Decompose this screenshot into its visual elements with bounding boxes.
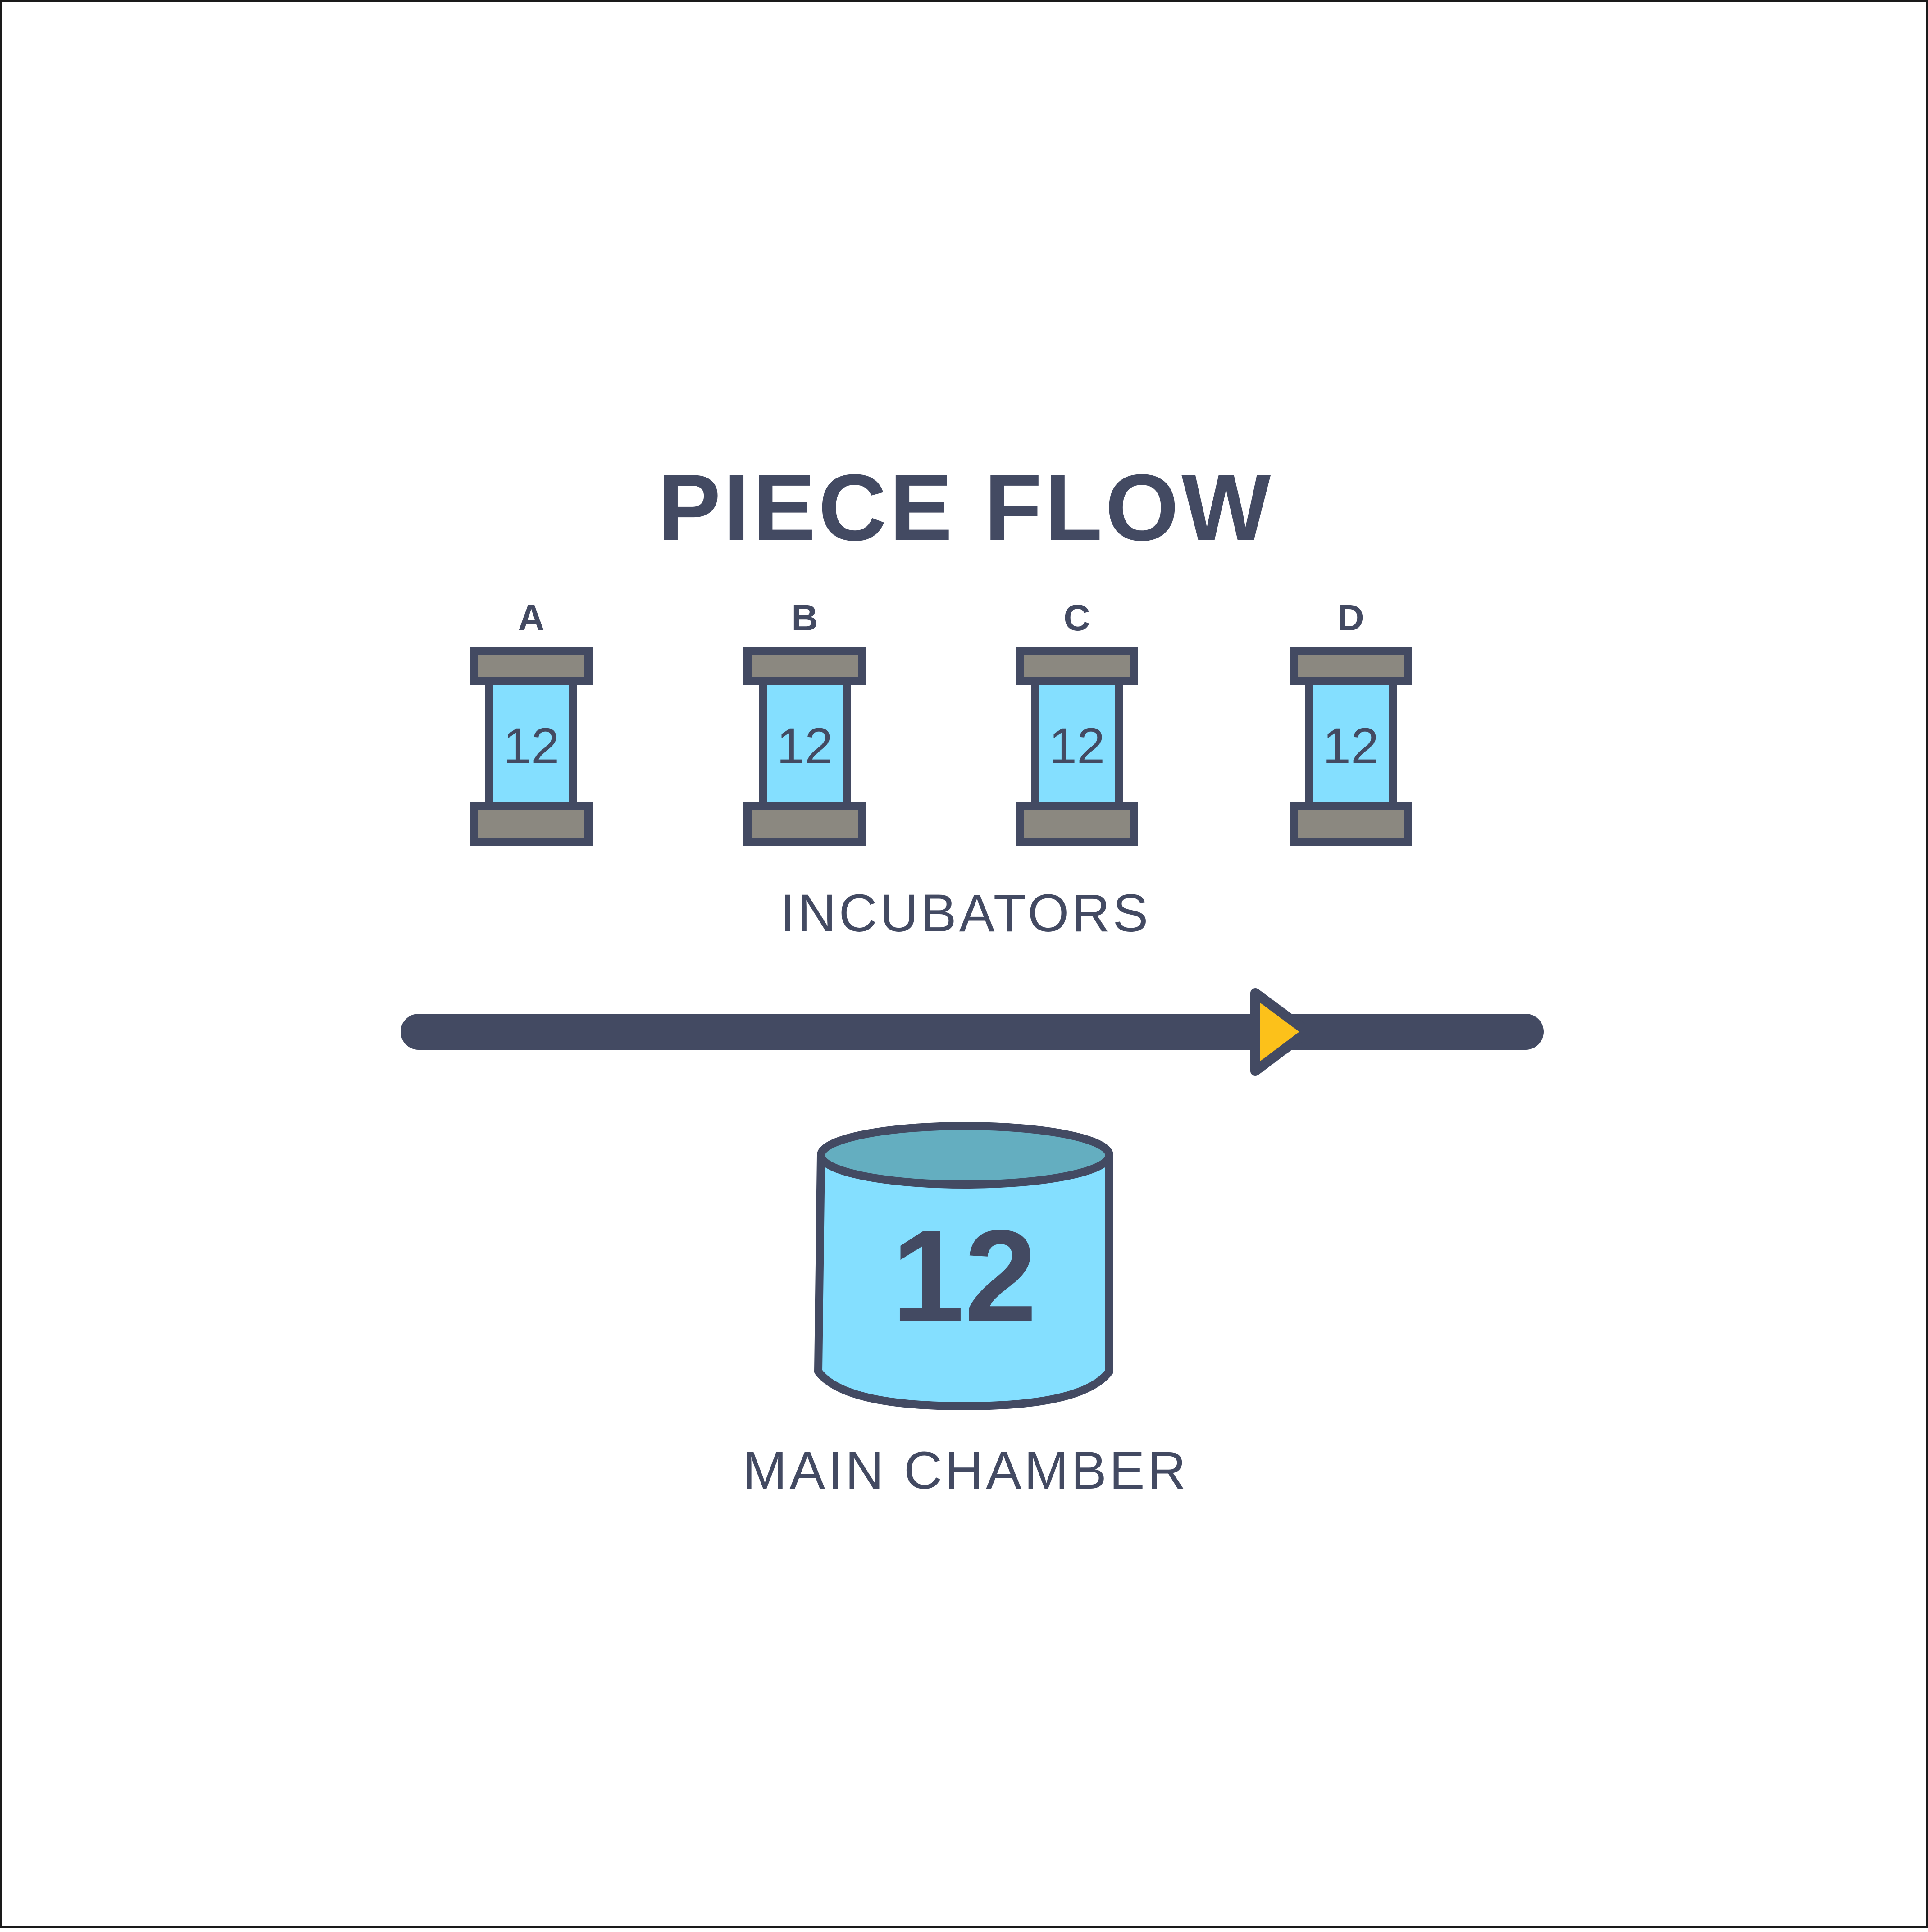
incubator-tube [1305,677,1397,810]
incubator-bottom-cap [1290,802,1412,846]
incubator-bottom-cap [1016,802,1138,846]
main-chamber-label: MAIN CHAMBER [743,1441,1189,1500]
incubator-count: 12 [1049,718,1105,774]
chamber-count: 12 [892,1203,1037,1349]
main-chamber: 12 [814,1122,1113,1410]
diagram-title: PIECE FLOW [658,455,1274,560]
incubator-bottom-cap [470,802,593,846]
incubator-top-cap [1016,647,1138,685]
incubator-letter: C [1063,597,1090,638]
incubator-b: B 12 [743,597,866,846]
incubator-letter: D [1337,597,1364,638]
incubator-count: 12 [503,718,560,774]
incubators-label: INCUBATORS [780,884,1151,943]
incubator-a: A 12 [470,597,593,846]
incubator-top-cap [470,647,593,685]
chamber-body [814,1152,1113,1410]
incubator-d: D 12 [1290,597,1412,846]
incubator-c: C 12 [1016,597,1138,846]
incubator-top-cap [743,647,866,685]
flow-arrow-icon [1250,988,1313,1076]
incubator-bottom-cap [743,802,866,846]
incubator-letter: B [791,597,818,638]
incubator-count: 12 [777,718,833,774]
incubator-top-cap [1290,647,1412,685]
chamber-top [817,1122,1113,1189]
incubator-count: 12 [1323,718,1379,774]
incubator-letter: A [518,597,544,638]
